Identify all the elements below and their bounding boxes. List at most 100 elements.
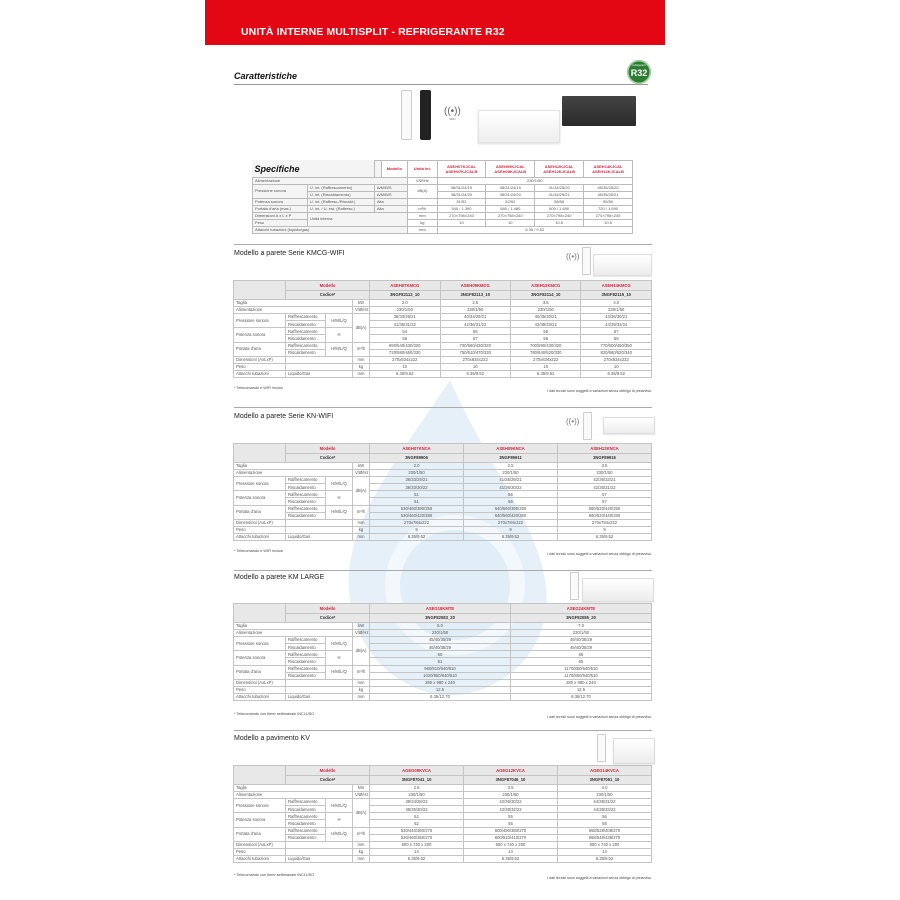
- unit: mm: [351, 369, 371, 379]
- value-cell: 270x834x222: [509, 355, 582, 364]
- empty-cell: [285, 525, 353, 534]
- wifi-icon: ((•)): [566, 417, 580, 426]
- unit: m³/h: [351, 826, 371, 842]
- value-cell: 56: [556, 819, 653, 828]
- value-cell: 51: [369, 497, 464, 506]
- unit: kg: [351, 525, 371, 534]
- unit: mm: [351, 840, 371, 849]
- table-row: Taglia kW 2.0 2.5 3.5 4.0: [233, 298, 652, 308]
- value-cell: 650/540/430/320: [369, 341, 441, 350]
- table-row: Pressione sonora U. int. (Raffrescamento)…: [252, 183, 633, 199]
- table-row: Potenza sonora Raffrescamento H 52 55 56: [233, 812, 653, 828]
- row-label: Alimentazione: [233, 629, 353, 638]
- row-label: Peso: [233, 362, 286, 371]
- sub-label: Riscaldamento: [285, 819, 326, 828]
- value: 38/31/24/19: [436, 183, 487, 192]
- unit: dB(A): [407, 183, 438, 199]
- model-label: Modello: [284, 280, 371, 291]
- model-label: Modello: [284, 765, 371, 776]
- table-row: Riscaldamento 46/40/35/29 49/40/35/29: [234, 643, 652, 652]
- value-cell: 270x784x222: [556, 518, 653, 527]
- value-cell: 5.0: [369, 621, 511, 631]
- table-row: Potenza sonora Raffrescamento H 51 56 57: [233, 490, 653, 506]
- value-cell: 51: [369, 490, 464, 499]
- value: 540 / 1.390: [436, 204, 487, 213]
- sub-label: Riscaldamento: [285, 833, 326, 842]
- row-label: Pressione sonora: [233, 313, 286, 329]
- mode: H/M/L/Q: [325, 826, 353, 842]
- value-cell: 530/460/390/250: [369, 504, 464, 513]
- value-cell: 658/548/438/270: [556, 833, 653, 842]
- table-row: Taglia kW 5.0 7.0: [233, 621, 652, 631]
- value-cell: 65: [510, 650, 652, 659]
- value-cell: 52: [369, 819, 464, 828]
- model-name: ASEH07KJCAL: [447, 163, 476, 169]
- value-cell: 230/1/50: [510, 629, 652, 638]
- row-label: Portata d'aria: [233, 341, 286, 357]
- unit: dB(A): [351, 636, 371, 666]
- value: 38/31/24/20: [436, 190, 487, 199]
- row-label: Dimensioni (AxLxP): [233, 518, 286, 527]
- value-cell: 2.0: [369, 298, 441, 308]
- value-cell: 270x784x222: [369, 518, 464, 527]
- value-cell: 4.0: [580, 298, 652, 308]
- value-cell: 3.5: [463, 783, 558, 793]
- table-row: Portata d'aria Raffrescamento H/M/L/Q m³/h 5…: [233, 504, 653, 520]
- table-row: Pressione sonora Raffrescamento H/M/L/Q dB(…: [233, 476, 653, 506]
- value-cell: 600/510/410/270: [463, 833, 558, 842]
- value-cell: 42/36/31/22: [439, 320, 511, 329]
- value-cell: 14: [369, 847, 464, 856]
- row-label: Alimentazione: [233, 306, 353, 315]
- value-cell: 270x834x222: [369, 355, 441, 364]
- badge-caption: refrigerant: [632, 63, 646, 67]
- sub-label: Raffrescamento: [285, 826, 326, 835]
- mode: Alta: [373, 204, 409, 213]
- model-name: AGEG09KVCA: [369, 765, 464, 776]
- section-title: Modello a parete Serie KMCG-WIFI: [234, 250, 345, 257]
- code-row: Codice* 3NGF82112_10 3NGF82113_10 3NGF82114…: [234, 289, 652, 300]
- unit: kg: [351, 685, 371, 694]
- value-cell: 61: [369, 657, 511, 666]
- row-label: Pressione sonora: [252, 183, 308, 199]
- wifi-icon: ((•)) WiFi: [444, 106, 461, 121]
- sub-label: U. int. / U. est. (Raffresc.): [306, 204, 375, 213]
- table-row: U. int. (Riscaldamento) A/M/B/S 38/31/24/2…: [253, 190, 633, 199]
- table-row: Riscaldamento 51 56 57: [234, 497, 653, 506]
- table-row: Riscaldamento 52 55 56: [234, 819, 653, 828]
- value-cell: 660/520/440/280: [556, 511, 653, 520]
- value-cell: 780/640/520/330: [509, 348, 582, 357]
- empty-cell: [285, 355, 353, 364]
- remote-white-image: [401, 90, 412, 140]
- sub-label: U. int. (Raffresc./Riscald.): [306, 197, 375, 206]
- corner-cell: [233, 765, 286, 785]
- value-cell: 230/1/50: [580, 306, 652, 315]
- model-label: Modello: [284, 443, 371, 454]
- product-code: 3NGF87051_10: [556, 774, 653, 785]
- empty-cell: [285, 362, 353, 371]
- value-cell: 6.35/9.52: [439, 369, 511, 379]
- value-cell: 6.35/12.70: [369, 692, 511, 702]
- spacer: [373, 160, 382, 178]
- value-cell: 55: [439, 327, 511, 336]
- model-name: ASEH09KJCALB: [494, 168, 527, 174]
- value-cell: 2.0: [369, 461, 464, 471]
- value-cell: 56: [463, 497, 558, 506]
- indoor-unit-black-image: [562, 96, 636, 126]
- value-cell: 42/36/30/22: [463, 798, 558, 807]
- row-label: Peso: [233, 685, 286, 694]
- value-cell: 10: [580, 362, 652, 371]
- footnote: * Telecomando e WIFI inclusi: [234, 386, 283, 390]
- row-label: Peso: [233, 847, 286, 856]
- row-label: Potenza sonora: [233, 490, 286, 506]
- value: 51/52: [436, 197, 487, 206]
- value-cell: 9: [369, 525, 464, 534]
- value-cell: 6.35/9.52: [463, 854, 558, 864]
- footnote: * Telecomando e WIFI inclusi: [234, 549, 283, 553]
- model-header: ASEH12KJCAL ASEH12KJCALB: [534, 160, 585, 178]
- sub-label: Raffrescamento: [285, 636, 326, 645]
- product-code: 3NGF87041_10: [369, 774, 464, 785]
- value-cell: 658/528/408/270: [556, 826, 653, 835]
- table-row: Attacchi tubazioni (liquido/gas) mm 6.35 /…: [251, 225, 634, 234]
- row-label: Portata d'aria: [233, 664, 286, 680]
- value-cell: 57: [439, 334, 511, 343]
